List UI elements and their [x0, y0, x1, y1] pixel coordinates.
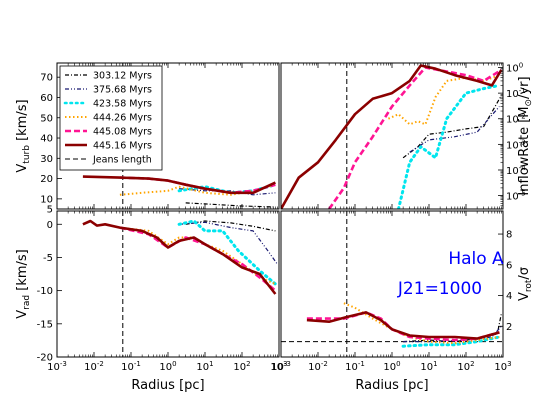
series-375-68-myrs-line	[179, 221, 278, 265]
series-445-16-myrs-line	[306, 311, 500, 340]
series-303-12-myrs-line	[402, 95, 502, 159]
y-axis-label: Vturb [km/s]	[15, 99, 32, 172]
y-tick-label: 8	[506, 230, 512, 241]
series-445-08-myrs-line	[306, 311, 500, 342]
series-303-12-myrs-line	[185, 220, 276, 232]
y-tick-label: 10-4	[506, 164, 526, 177]
legend-label: Jeans length	[92, 155, 152, 166]
panel-vrad: -20 -15 -10 -5 0 Vrad [km/s]	[15, 210, 280, 364]
legend-label: 444.26 Myrs	[93, 113, 152, 124]
x-tick-label: 10-1	[345, 360, 365, 373]
series-423-58-myrs-line	[177, 219, 277, 286]
y-tick-label: 30	[40, 154, 53, 165]
legend-label: 445.16 Myrs	[93, 141, 152, 152]
y-tick-label: 10-5	[506, 190, 526, 203]
y-tick-label: -15	[37, 319, 53, 330]
series-423-58-myrs-line	[401, 335, 501, 348]
y-tick-label: 10-3	[506, 138, 526, 151]
y-tick-label: -5	[43, 253, 53, 264]
legend-label: 445.08 Myrs	[93, 127, 152, 138]
x-axis-vrot: 10-3 10-2 10-1 100 101 102 103 Radius [pc]	[271, 360, 511, 393]
series-445-16-myrs-line	[82, 175, 276, 195]
x-tick-label: 10-2	[308, 360, 328, 373]
y-tick-label: 40	[40, 134, 53, 145]
series-445-08-myrs-line	[119, 226, 277, 292]
y-axis-label: Vrot/σ	[517, 267, 534, 301]
x-tick-label: 103	[494, 360, 511, 373]
y-tick-label: -10	[37, 286, 53, 297]
series-444-26-myrs-line	[119, 183, 276, 196]
x-tick-label: 10-3	[47, 360, 67, 373]
panel-frame	[56, 210, 280, 358]
x-tick-label: 100	[159, 360, 176, 373]
x-tick-label: 102	[457, 360, 474, 373]
x-axis-label: Radius [pc]	[355, 378, 428, 393]
x-tick-label: 102	[233, 360, 250, 373]
y-tick-label: 70	[40, 73, 53, 84]
annotation-j21: J21=1000	[397, 279, 482, 299]
y-tick-label: 100	[506, 62, 523, 75]
y-tick-label: 0	[47, 220, 53, 231]
series-375-68-myrs-line	[409, 106, 500, 153]
y-tick-label: 20	[40, 174, 53, 185]
y-tick-label: 10	[40, 194, 53, 205]
y-tick-label: 2	[506, 322, 512, 333]
x-tick-label: 10-1	[121, 360, 141, 373]
annotation-halo: Halo A	[448, 249, 504, 269]
x-tick-label: 101	[420, 360, 437, 373]
series-423-58-myrs-line	[397, 83, 501, 209]
x-axis-vrad: 10-3 10-2 10-1 100 101 102 103 Radius [pc]	[47, 360, 287, 393]
panel-vrot: 2 4 6 8 Vrot/σ	[280, 210, 534, 358]
y-axis-label: Vrad [km/s]	[15, 249, 32, 318]
x-tick-label: 10-2	[84, 360, 104, 373]
series-445-16-myrs-line	[281, 64, 503, 209]
series-445-16-myrs-line	[82, 219, 277, 295]
x-tick-label: 101	[196, 360, 213, 373]
y-tick-label: -20	[37, 353, 53, 364]
y-tick-label: 10-2	[506, 113, 526, 126]
y-tick-label: 60	[40, 93, 53, 104]
legend-label: 423.58 Myrs	[93, 99, 152, 110]
x-tick-label: 103	[270, 360, 287, 373]
y-tick-label: 5	[47, 205, 53, 216]
y-tick-label: 4	[506, 291, 512, 302]
x-tick-label: 100	[383, 360, 400, 373]
series-375-68-myrs-line	[179, 188, 276, 196]
legend-label: 303.12 Myrs	[93, 71, 152, 82]
legend: 303.12 Myrs 375.68 Myrs 423.58 Myrs 444.26 …	[59, 65, 163, 171]
y-tick-label: 50	[40, 113, 53, 124]
panel-frame	[280, 62, 504, 210]
legend-label: 375.68 Myrs	[93, 85, 152, 96]
series-445-08-myrs-line	[328, 66, 502, 209]
y-axis-label: InflowRate [M⊙/yr]	[517, 76, 534, 195]
y-tick-label: 10-1	[506, 87, 526, 100]
series-444-26-myrs-line	[119, 226, 276, 285]
x-axis-label: Radius [pc]	[131, 378, 204, 393]
series-303-12-myrs-line	[185, 202, 276, 208]
y-tick-label: 6	[506, 260, 512, 271]
x-tick-label: 10-3	[271, 360, 291, 373]
